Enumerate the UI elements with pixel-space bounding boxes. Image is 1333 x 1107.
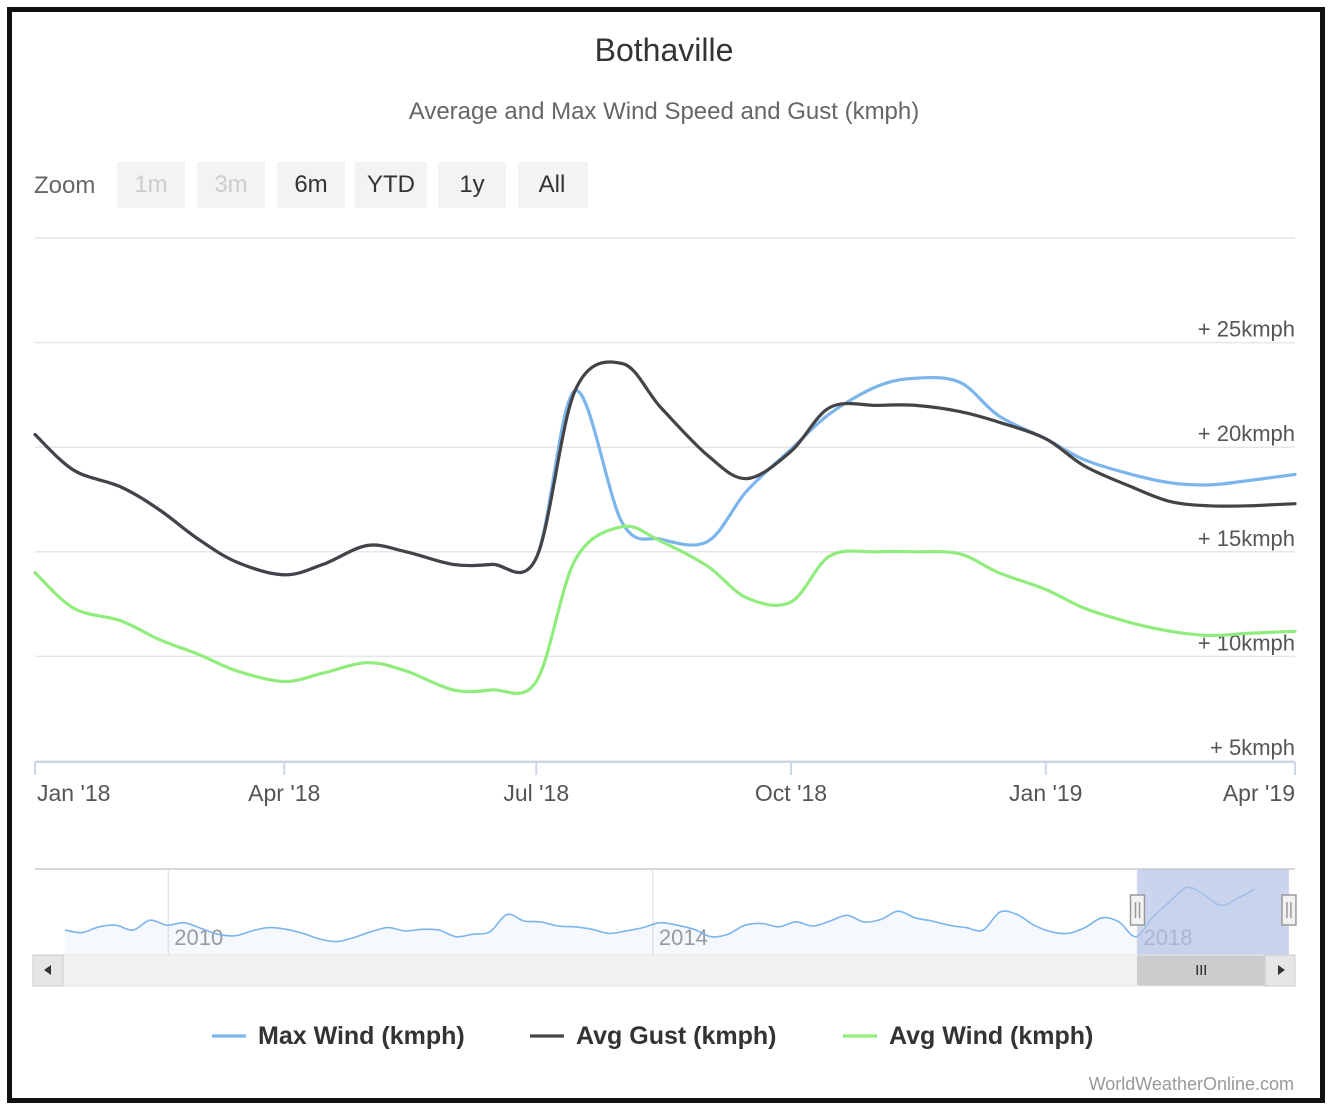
navigator-year-label: 2010	[174, 925, 223, 950]
x-tick-label: Jul '18	[503, 780, 569, 806]
series-lines	[33, 360, 1297, 695]
credits-link[interactable]: WorldWeatherOnline.com	[1089, 1074, 1294, 1094]
scrollbar-left-button[interactable]	[32, 954, 64, 987]
chart-subtitle: Average and Max Wind Speed and Gust (kmp…	[409, 98, 920, 125]
legend-item-avg-wind[interactable]: Avg Wind (kmph)	[843, 1022, 1093, 1050]
navigator[interactable]: 201020142018	[35, 868, 1297, 955]
zoom-button-1m-label: 1m	[134, 171, 167, 198]
navigator-selection-mask[interactable]	[1137, 869, 1289, 955]
zoom-button-all[interactable]: All	[518, 162, 588, 208]
legend: Max Wind (kmph) Avg Gust (kmph) Avg Wind (…	[212, 1022, 1093, 1050]
zoom-button-all-label: All	[539, 171, 566, 198]
zoom-button-ytd-label: YTD	[367, 171, 415, 198]
navigator-left-handle[interactable]	[1129, 894, 1146, 926]
zoom-button-1m[interactable]: 1m	[117, 162, 185, 208]
zoom-button-1y[interactable]: 1y	[438, 162, 506, 208]
zoom-button-6m-label: 6m	[294, 171, 327, 198]
scrollbar[interactable]	[32, 954, 1296, 987]
y-tick-label: + 20kmph	[1198, 421, 1295, 446]
zoom-label: Zoom	[34, 172, 95, 199]
zoom-button-3m[interactable]: 3m	[197, 162, 265, 208]
y-axis-tick-labels: + 25kmph+ 20kmph+ 15kmph+ 10kmph+ 5kmph	[1198, 317, 1295, 760]
legend-label: Avg Gust (kmph)	[576, 1022, 776, 1050]
x-tick-label: Oct '18	[755, 780, 827, 806]
x-tick-label: Jan '19	[1009, 780, 1082, 806]
navigator-series-line	[64, 886, 1256, 943]
zoom-button-6m[interactable]: 6m	[277, 162, 345, 208]
legend-item-max-wind[interactable]: Max Wind (kmph)	[212, 1022, 465, 1050]
x-tick-label: Jan '18	[37, 780, 110, 806]
chart-title: Bothaville	[595, 32, 734, 68]
series-line-avg-wind[interactable]	[33, 524, 1297, 695]
legend-label: Max Wind (kmph)	[258, 1022, 465, 1050]
y-tick-label: + 5kmph	[1210, 735, 1295, 760]
scrollbar-thumb[interactable]	[1137, 955, 1266, 986]
zoom-button-ytd[interactable]: YTD	[355, 162, 427, 208]
zoom-button-1y-label: 1y	[459, 171, 484, 198]
navigator-right-handle[interactable]	[1281, 894, 1297, 926]
x-tick-label: Apr '18	[248, 780, 320, 806]
legend-item-avg-gust[interactable]: Avg Gust (kmph)	[530, 1022, 776, 1050]
x-axis: Jan '18 Apr '18 Jul '18 Oct '18 Jan '19 Apr '…	[34, 761, 1296, 806]
y-tick-label: + 25kmph	[1198, 317, 1295, 342]
y-tick-label: + 15kmph	[1198, 526, 1295, 551]
zoom-button-3m-label: 3m	[214, 171, 247, 198]
plot-grid	[35, 237, 1295, 762]
navigator-year-label: 2014	[659, 925, 708, 950]
scrollbar-right-button[interactable]	[1264, 954, 1296, 987]
series-line-avg-gust[interactable]	[33, 360, 1297, 577]
scroll-right-arrow-icon	[1278, 965, 1285, 975]
legend-label: Avg Wind (kmph)	[889, 1022, 1093, 1050]
scroll-left-arrow-icon	[44, 965, 51, 975]
x-tick-label: Apr '19	[1223, 780, 1295, 806]
navigator-area	[65, 887, 1255, 955]
